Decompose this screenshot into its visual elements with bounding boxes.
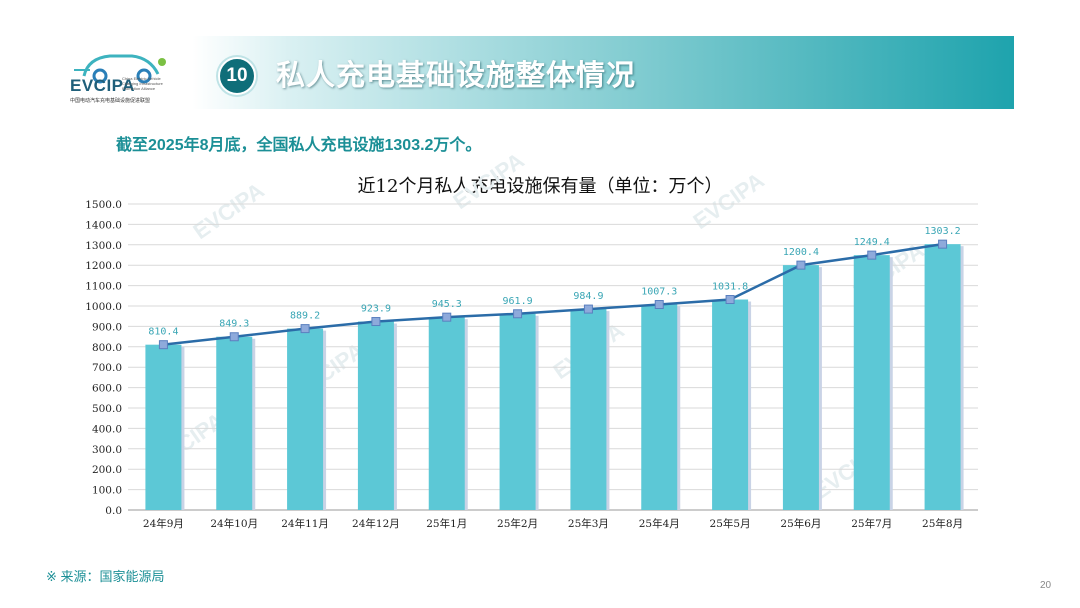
data-label: 945.3 bbox=[432, 299, 462, 310]
trend-polyline bbox=[163, 242, 943, 346]
logo-text: EVCIPA bbox=[70, 76, 136, 95]
y-tick-label: 100.0 bbox=[92, 485, 122, 497]
y-tick-label: 900.0 bbox=[92, 321, 122, 333]
y-tick-label: 0.0 bbox=[105, 505, 122, 517]
bars bbox=[145, 244, 964, 510]
x-tick-label: 24年12月 bbox=[352, 517, 400, 530]
bar bbox=[924, 244, 961, 510]
x-tick-label: 24年10月 bbox=[210, 517, 258, 530]
x-tick-label: 25年5月 bbox=[710, 517, 751, 530]
data-label: 1007.3 bbox=[641, 287, 677, 298]
data-label: 810.4 bbox=[148, 327, 178, 338]
y-tick-label: 300.0 bbox=[92, 444, 122, 456]
bar bbox=[853, 255, 890, 510]
line-marker bbox=[583, 304, 593, 314]
x-tick-label: 25年2月 bbox=[497, 517, 538, 530]
x-tick-label: 25年6月 bbox=[780, 517, 821, 530]
evcipa-logo bbox=[74, 54, 166, 84]
trend-line bbox=[158, 239, 948, 350]
data-label: 984.9 bbox=[573, 291, 603, 302]
page-title: 私人充电基础设施整体情况 bbox=[276, 60, 637, 92]
y-tick-label: 1500.0 bbox=[85, 199, 122, 211]
x-tick-label: 25年1月 bbox=[426, 517, 467, 530]
bar bbox=[428, 317, 465, 510]
bar bbox=[357, 321, 394, 510]
data-label: 1249.4 bbox=[854, 237, 890, 248]
line-marker bbox=[229, 332, 239, 342]
data-label: 961.9 bbox=[503, 296, 533, 307]
headline-summary: 截至2025年8月底，全国私人充电设施1303.2万个。 bbox=[116, 137, 482, 154]
data-label: 923.9 bbox=[361, 304, 391, 315]
x-tick-label: 25年3月 bbox=[568, 517, 609, 530]
y-tick-label: 600.0 bbox=[92, 383, 122, 395]
y-tick-label: 1300.0 bbox=[85, 240, 122, 252]
line-marker bbox=[442, 312, 452, 322]
x-tick-label: 24年11月 bbox=[281, 517, 329, 530]
bar bbox=[782, 265, 819, 510]
grid-lines bbox=[128, 203, 978, 511]
line-marker bbox=[796, 260, 806, 270]
y-tick-label: 1200.0 bbox=[85, 260, 122, 272]
line-marker bbox=[158, 340, 168, 350]
bar bbox=[641, 304, 678, 510]
bar bbox=[712, 299, 749, 510]
bar bbox=[287, 328, 324, 510]
section-number-badge: 10 bbox=[218, 57, 256, 95]
bar bbox=[145, 344, 182, 510]
y-tick-label: 500.0 bbox=[92, 403, 122, 415]
line-marker bbox=[938, 239, 948, 249]
x-tick-label: 25年8月 bbox=[922, 517, 963, 530]
x-tick-label: 25年7月 bbox=[851, 517, 892, 530]
bar bbox=[570, 309, 607, 510]
line-marker bbox=[867, 250, 877, 260]
page-number: 20 bbox=[1040, 580, 1052, 591]
data-label: 889.2 bbox=[290, 311, 320, 322]
logo-subtitle: China Electric Vehicle Charging Infrastr… bbox=[122, 76, 163, 91]
logo-chinese-name: 中国电动汽车充电基础设施促进联盟 bbox=[70, 98, 151, 104]
watermark-text: EVCIPA bbox=[189, 178, 269, 245]
y-tick-label: 1400.0 bbox=[85, 219, 122, 231]
y-axis-ticks: 0.0 100.0 200.0 300.0 400.0 500.0 600.0 700.0 80… bbox=[85, 199, 122, 517]
bar bbox=[499, 313, 536, 510]
line-marker bbox=[654, 300, 664, 310]
data-label: 849.3 bbox=[219, 319, 249, 330]
y-tick-label: 800.0 bbox=[92, 342, 122, 354]
source-note: ※ 来源：国家能源局 bbox=[46, 569, 165, 584]
data-label: 1303.2 bbox=[925, 226, 961, 237]
y-tick-label: 1100.0 bbox=[85, 281, 122, 293]
bar bbox=[216, 336, 253, 510]
y-tick-label: 200.0 bbox=[92, 464, 122, 476]
line-marker bbox=[513, 309, 523, 319]
line-marker bbox=[725, 295, 735, 305]
data-label: 1031.8 bbox=[712, 282, 748, 293]
x-tick-label: 25年4月 bbox=[639, 517, 680, 530]
x-axis-ticks: 24年9月 24年10月 24年11月 24年12月 25年1月 25年2月 25年3月 25… bbox=[143, 517, 963, 530]
line-marker bbox=[371, 317, 381, 327]
y-tick-label: 400.0 bbox=[92, 423, 122, 435]
line-marker bbox=[300, 324, 310, 334]
x-tick-label: 24年9月 bbox=[143, 517, 184, 530]
data-labels: 810.4 849.3 889.2 923.9 945.3 961.9 984.9 1007.… bbox=[148, 226, 960, 338]
y-tick-label: 1000.0 bbox=[85, 301, 122, 313]
chart-title: 近12个月私人充电设施保有量（单位：万个） bbox=[357, 176, 723, 197]
data-label: 1200.4 bbox=[783, 247, 819, 258]
y-tick-label: 700.0 bbox=[92, 362, 122, 374]
title-banner bbox=[192, 36, 1014, 109]
